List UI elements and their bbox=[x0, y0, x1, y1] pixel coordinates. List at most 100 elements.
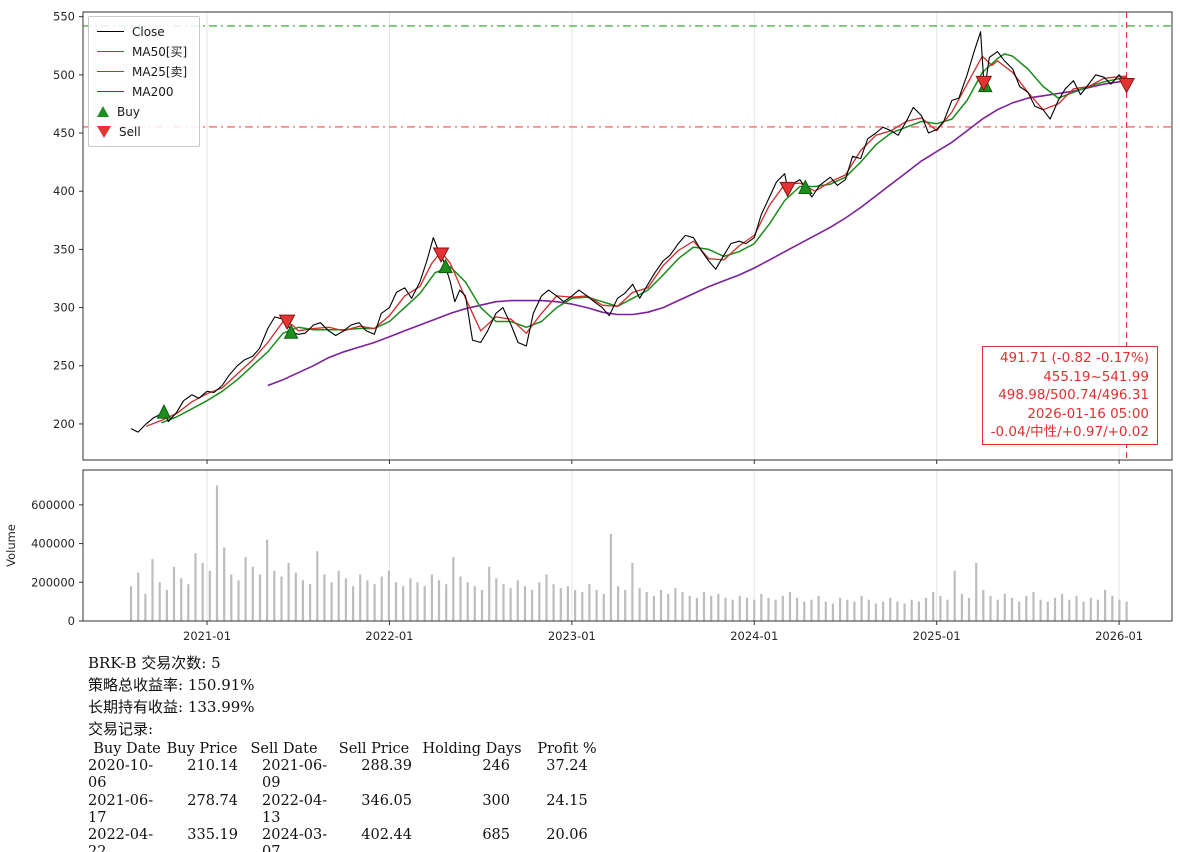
volume-bar bbox=[946, 599, 949, 621]
volume-bar bbox=[1075, 595, 1078, 621]
quote-annotation-box: 491.71 (-0.82 -0.17%) 455.19~541.99 498.… bbox=[981, 346, 1158, 445]
volume-bar bbox=[1018, 601, 1021, 621]
volume-bar bbox=[129, 586, 133, 621]
volume-bar bbox=[867, 599, 870, 621]
volume-bar bbox=[301, 580, 304, 621]
volume-bar bbox=[316, 551, 319, 621]
volume-bar bbox=[165, 590, 168, 621]
sell-marker bbox=[1118, 77, 1135, 94]
volume-bar bbox=[502, 584, 505, 621]
volume-panel-border bbox=[82, 469, 1173, 622]
volume-bar bbox=[323, 574, 326, 621]
trade-table-cell: 2022-04-22 bbox=[88, 827, 154, 852]
buy-marker bbox=[283, 324, 299, 339]
trade-table-row: 2021-06-17 278.74 2022-04-13 346.05 300 24.15 bbox=[88, 793, 608, 827]
volume-bar bbox=[989, 595, 992, 621]
trade-table-cell: 288.39 bbox=[361, 758, 412, 775]
volume-bar bbox=[373, 584, 376, 621]
price-tick-label: 400 bbox=[53, 184, 75, 198]
volume-axis-label: Volume bbox=[4, 524, 18, 567]
trade-table-header: Buy Date Buy Price Sell Date Sell Price Hold… bbox=[88, 741, 608, 758]
legend-line-swatch bbox=[97, 31, 124, 32]
price-tick-label: 250 bbox=[53, 359, 75, 373]
volume-bar bbox=[223, 547, 226, 621]
volume-bar bbox=[1068, 599, 1071, 621]
volume-bar bbox=[638, 588, 641, 621]
trade-table-cell: 2021-06-09 bbox=[262, 758, 328, 792]
price-tick-label: 450 bbox=[53, 126, 75, 140]
stock-chart: 200 250 300 350 400 450 500 550 0 200000 400000 600… bbox=[4, 10, 1173, 643]
volume-bar bbox=[480, 590, 484, 621]
price-panel-border bbox=[82, 11, 1173, 461]
volume-bar bbox=[538, 582, 541, 621]
price-tick-label: 300 bbox=[53, 301, 75, 315]
legend-line-swatch bbox=[97, 71, 124, 72]
ma50-line bbox=[161, 53, 1127, 424]
volume-bar bbox=[882, 601, 885, 621]
volume-bar bbox=[831, 603, 834, 621]
volume-bar bbox=[1061, 593, 1064, 621]
trade-table-cell: 2021-06-17 bbox=[88, 792, 154, 826]
volume-bar bbox=[581, 592, 584, 621]
volume-bar bbox=[273, 570, 276, 621]
volume-bar bbox=[645, 592, 648, 621]
trade-table-cell: 37.24 bbox=[546, 758, 588, 775]
legend-line-swatch bbox=[97, 91, 124, 92]
volume-bar bbox=[1039, 599, 1042, 621]
volume-bar bbox=[667, 593, 670, 621]
volume-bar bbox=[559, 588, 562, 621]
legend-item: Buy bbox=[97, 102, 187, 121]
volume-bar bbox=[509, 588, 512, 621]
volume-bar bbox=[144, 593, 147, 621]
trade-table-row: 2020-10-06 210.14 2021-06-09 288.39 246 37.24 bbox=[88, 758, 608, 792]
volume-bar bbox=[251, 566, 254, 621]
volume-tick-label: 0 bbox=[68, 614, 75, 628]
volume-bar bbox=[803, 601, 806, 621]
trade-table-header-cell: Holding Days bbox=[422, 741, 522, 757]
summary-trade-count: BRK-B 交易次数: 5 bbox=[88, 654, 221, 672]
volume-bar bbox=[194, 553, 197, 621]
trade-table-header-cell: Sell Price bbox=[338, 741, 410, 757]
trade-table-cell: 685 bbox=[482, 827, 510, 844]
trade-table-header-cell: Profit % bbox=[537, 741, 597, 757]
volume-bar bbox=[430, 574, 433, 621]
volume-bar bbox=[266, 539, 269, 621]
legend-label: Buy bbox=[117, 104, 140, 119]
volume-bar bbox=[423, 586, 426, 621]
trade-table-cell: 2022-04-13 bbox=[262, 792, 328, 826]
price-tick-label: 200 bbox=[53, 417, 75, 431]
volume-bar bbox=[710, 595, 713, 621]
volume-bar bbox=[137, 572, 140, 621]
volume-bar bbox=[409, 578, 412, 621]
annotation-price-line: 491.71 (-0.82 -0.17%) bbox=[999, 350, 1149, 366]
annotation-signal-line: -0.04/中性/+0.97/+0.02 bbox=[990, 424, 1149, 440]
annotation-range-line: 455.19~541.99 bbox=[1043, 368, 1149, 385]
volume-bar bbox=[595, 590, 598, 621]
volume-bar bbox=[853, 601, 856, 621]
volume-bar bbox=[352, 586, 355, 621]
trade-table-header-cell: Buy Date bbox=[93, 741, 161, 757]
volume-bar bbox=[996, 599, 999, 621]
volume-bar bbox=[624, 590, 627, 621]
volume-bar bbox=[552, 584, 555, 621]
volume-bar bbox=[889, 597, 892, 621]
legend-label: MA25[卖] bbox=[132, 65, 188, 79]
volume-bar bbox=[760, 593, 763, 621]
volume-bar bbox=[1089, 597, 1092, 621]
trade-table-cell: 246 bbox=[482, 758, 510, 775]
trade-table-cell: 300 bbox=[482, 792, 510, 809]
ma200-line bbox=[267, 79, 1127, 387]
trade-table-cell: 335.19 bbox=[187, 827, 238, 844]
volume-tick-label: 200000 bbox=[31, 575, 75, 589]
volume-bar bbox=[753, 599, 756, 621]
volume-bar bbox=[495, 578, 498, 621]
volume-bar bbox=[602, 593, 605, 621]
volume-bar bbox=[903, 603, 906, 621]
volume-bar bbox=[237, 580, 240, 621]
volume-bar bbox=[1125, 601, 1128, 621]
volume-bar bbox=[488, 566, 491, 621]
volume-bar bbox=[810, 599, 813, 621]
trade-table-cell: 20.06 bbox=[546, 827, 588, 844]
volume-bar bbox=[738, 595, 741, 621]
